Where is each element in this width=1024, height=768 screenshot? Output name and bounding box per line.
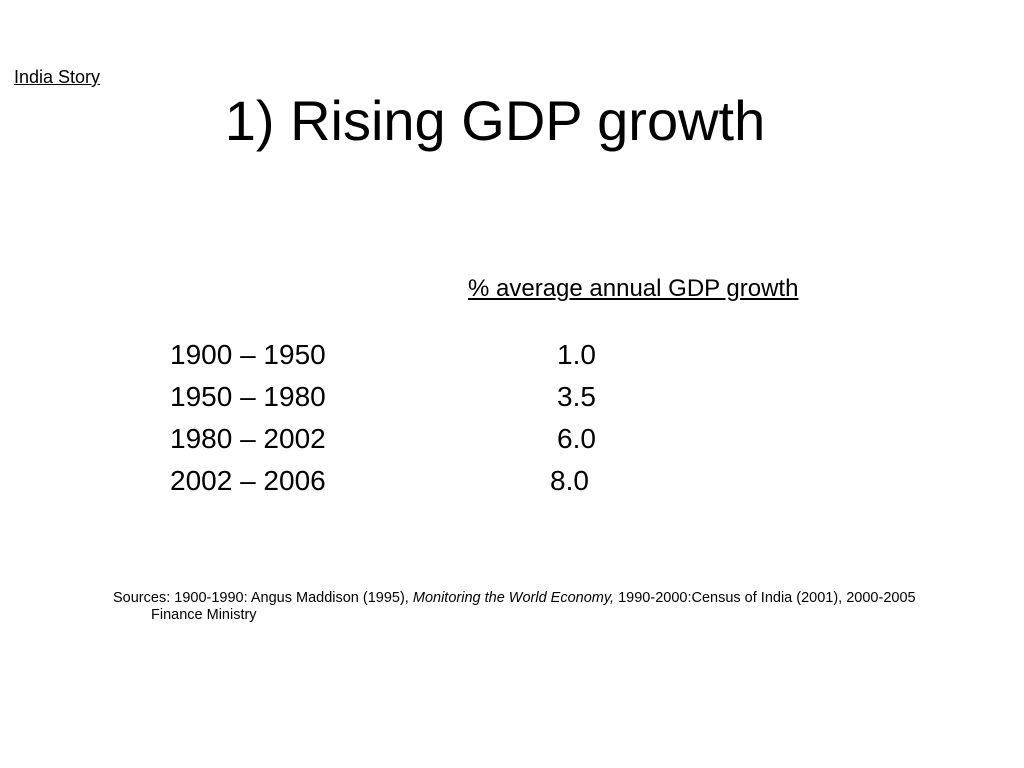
period-cell: 1950 – 1980	[170, 381, 326, 412]
growth-value-cell: 6.0	[557, 423, 596, 454]
table-row: 1950 – 1980 3.5	[0, 381, 700, 417]
sources-footnote: Sources: 1900-1990: Angus Maddison (1995…	[113, 590, 961, 624]
slide-title: 1) Rising GDP growth	[224, 89, 766, 152]
sources-book-title: Monitoring the World Economy,	[412, 590, 615, 606]
india-story-label: India Story	[14, 67, 101, 87]
sources-suffix: 1990-2000:Census of India (2001), 2000-2…	[151, 590, 916, 623]
sources-prefix: Sources: 1900-1990: Angus Maddison (1995…	[113, 590, 413, 606]
period-cell: 2002 – 2006	[170, 465, 326, 496]
growth-value-cell: 8.0	[550, 465, 589, 496]
table-row: 1980 – 2002 6.0	[0, 423, 700, 459]
period-cell: 1900 – 1950	[170, 339, 326, 370]
gdp-growth-column-header: % average annual GDP growth	[468, 275, 799, 302]
period-cell: 1980 – 2002	[170, 423, 326, 454]
growth-value-cell: 3.5	[557, 381, 596, 412]
growth-value-cell: 1.0	[557, 339, 596, 370]
table-row: 2002 – 2006 8.0	[0, 465, 700, 501]
table-row: 1900 – 1950 1.0	[0, 339, 700, 375]
